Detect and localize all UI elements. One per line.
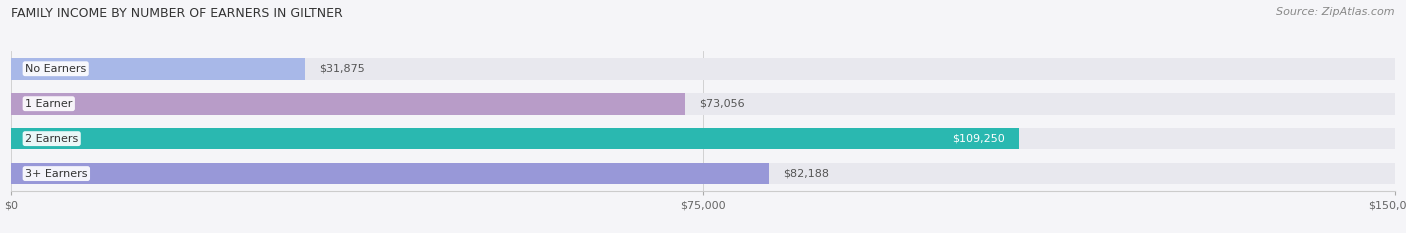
Text: Source: ZipAtlas.com: Source: ZipAtlas.com: [1277, 7, 1395, 17]
Text: 3+ Earners: 3+ Earners: [25, 169, 87, 178]
Bar: [11, 93, 1395, 115]
Text: 1 Earner: 1 Earner: [25, 99, 73, 109]
Text: No Earners: No Earners: [25, 64, 86, 74]
Bar: [11, 128, 1019, 150]
Text: $73,056: $73,056: [699, 99, 745, 109]
Bar: [11, 58, 1395, 80]
Text: $109,250: $109,250: [952, 134, 1005, 144]
Bar: [11, 163, 769, 185]
Bar: [11, 128, 1395, 150]
Bar: [11, 93, 685, 115]
Text: $31,875: $31,875: [319, 64, 364, 74]
Text: FAMILY INCOME BY NUMBER OF EARNERS IN GILTNER: FAMILY INCOME BY NUMBER OF EARNERS IN GI…: [11, 7, 343, 20]
Bar: [11, 163, 1395, 185]
Bar: [11, 58, 305, 80]
Text: $82,188: $82,188: [783, 169, 830, 178]
Text: 2 Earners: 2 Earners: [25, 134, 79, 144]
